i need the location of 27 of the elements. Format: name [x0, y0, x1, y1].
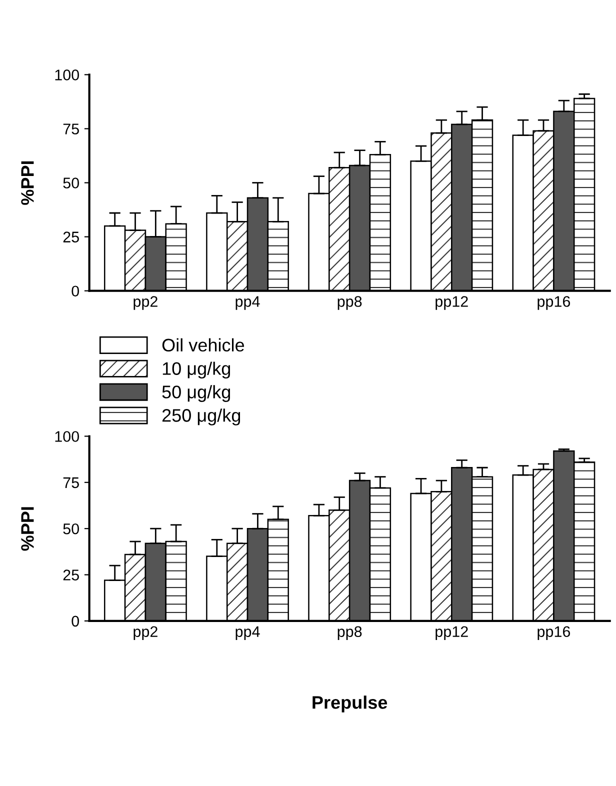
y-tick-label: 75	[63, 477, 79, 488]
x-tick-label: pp16	[538, 296, 570, 310]
x-tick-label: pp8	[338, 626, 362, 640]
x-tick-label: pp16	[538, 626, 570, 640]
x-axis-title: Prepulse	[312, 696, 388, 712]
y-tick-label: 0	[72, 616, 79, 627]
y-tick-label: 50	[63, 178, 79, 188]
y-axis-title: %PPI	[21, 161, 34, 205]
y-axis-title: %PPI	[21, 507, 34, 551]
x-tick-label: pp4	[236, 296, 260, 310]
legend-label: 10 μg/kg	[162, 362, 230, 379]
y-tick-label: 100	[55, 70, 80, 80]
y-tick-label: 25	[63, 232, 79, 242]
legend-label: 50 μg/kg	[162, 385, 230, 402]
x-tick-label: pp12	[436, 296, 468, 310]
y-tick-label: 100	[55, 431, 80, 442]
y-tick-label: 75	[63, 124, 79, 134]
x-tick-label: pp4	[236, 626, 260, 640]
legend-label: 250 μg/kg	[162, 408, 240, 426]
y-tick-label: 0	[72, 286, 79, 297]
y-tick-label: 50	[63, 523, 79, 534]
x-tick-label: pp8	[338, 296, 362, 310]
x-tick-label: pp12	[436, 626, 468, 640]
legend-label: Oil vehicle	[162, 338, 244, 352]
x-tick-label: pp2	[134, 626, 158, 640]
y-tick-label: 25	[63, 570, 79, 580]
x-tick-label: pp2	[134, 296, 158, 310]
